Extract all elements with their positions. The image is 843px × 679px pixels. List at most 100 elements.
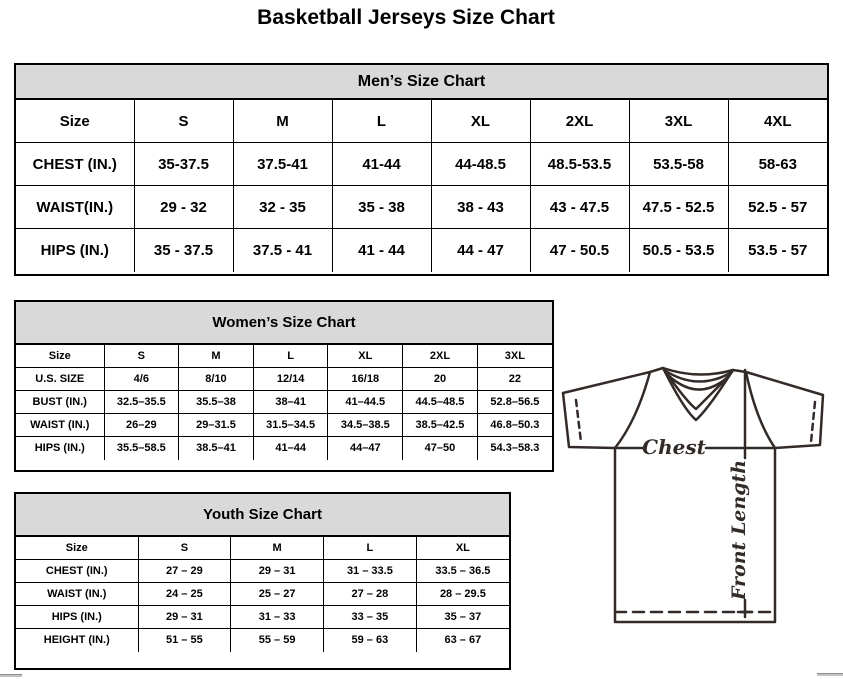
collar-back-arc-1: [662, 368, 734, 383]
row-label: WAIST (IN.): [16, 582, 139, 606]
table-row: HIPS (IN.) 35 - 37.5 37.5 - 41 41 - 44 44 - …: [16, 228, 827, 272]
cell-value: 16/18: [327, 367, 404, 391]
cell-value: 44-48.5: [430, 142, 531, 186]
cell-value: 38–41: [252, 390, 329, 414]
cell-value: 47.5 - 52.5: [628, 185, 729, 229]
cell-value: 35 - 37.5: [133, 228, 234, 272]
table-row: WAIST (IN.) 26–29 29–31.5 31.5–34.5 34.5–38.…: [16, 413, 552, 437]
cell-value: 35 – 37: [415, 605, 509, 629]
row-label: HEIGHT (IN.): [16, 628, 139, 652]
row-label: CHEST (IN.): [16, 142, 135, 186]
cutoff-fragment-right: [817, 673, 843, 676]
table-row: HIPS (IN.) 29 – 31 31 – 33 33 – 35 35 – 37: [16, 605, 509, 629]
row-label: WAIST(IN.): [16, 185, 135, 229]
cell-value: 20: [402, 367, 478, 391]
cell-value: 22: [476, 367, 552, 391]
youth-size-chart: Youth Size Chart Size S M L XL CHEST (IN.) 27 …: [14, 492, 511, 670]
header-row: Size S M L XL: [16, 536, 509, 560]
column-header: 2XL: [529, 99, 630, 143]
cell-value: 33 – 35: [323, 605, 417, 629]
row-label: HIPS (IN.): [16, 436, 105, 460]
cell-value: 59 – 63: [323, 628, 417, 652]
cell-value: 29 - 32: [133, 185, 234, 229]
cell-value: 27 – 28: [323, 582, 417, 606]
column-header: Size: [16, 536, 139, 560]
cell-value: 55 – 59: [230, 628, 324, 652]
cell-value: 31 – 33: [230, 605, 324, 629]
column-header: 3XL: [476, 344, 552, 368]
cell-value: 51 – 55: [137, 628, 232, 652]
left-armhole-seam: [613, 370, 652, 450]
left-cuff-stitch-line: [574, 398, 583, 444]
cell-value: 43 - 47.5: [529, 185, 630, 229]
column-header: 2XL: [402, 344, 478, 368]
table-row: BUST (IN.) 32.5–35.5 35.5–38 38–41 41–44.5 44…: [16, 390, 552, 414]
table-row: WAIST (IN.) 24 – 25 25 – 27 27 – 28 28 – 29.…: [16, 582, 509, 606]
cell-value: 47–50: [402, 436, 478, 460]
row-label: HIPS (IN.): [16, 605, 139, 629]
jersey-outline-drawing: Chest Front Length: [561, 366, 825, 624]
mens-chart-title: Men’s Size Chart: [16, 65, 827, 99]
cell-value: 44 - 47: [430, 228, 531, 272]
cell-value: 53.5 - 57: [727, 228, 827, 272]
youth-chart-title: Youth Size Chart: [16, 494, 509, 536]
cell-value: 34.5–38.5: [327, 413, 404, 437]
cell-value: 38.5–42.5: [402, 413, 478, 437]
vneck-inner-line: [665, 372, 731, 411]
column-header: 3XL: [628, 99, 729, 143]
cell-value: 35.5–38: [178, 390, 254, 414]
page-title: Basketball Jerseys Size Chart: [257, 6, 555, 29]
column-header: XL: [415, 536, 509, 560]
cell-value: 44–47: [327, 436, 404, 460]
cell-value: 12/14: [252, 367, 329, 391]
column-header: XL: [430, 99, 531, 143]
cell-value: 26–29: [103, 413, 180, 437]
table-row: WAIST(IN.) 29 - 32 32 - 35 35 - 38 38 - 43 43…: [16, 185, 827, 229]
womens-size-table: Size S M L XL 2XL 3XL U.S. SIZE 4/6 8/10 12/14 16/1…: [16, 344, 552, 460]
womens-size-chart: Women’s Size Chart Size S M L XL 2XL 3XL U.S. S…: [14, 300, 554, 472]
column-header: L: [331, 99, 432, 143]
cell-value: 41–44: [252, 436, 329, 460]
row-label: CHEST (IN.): [16, 559, 139, 583]
table-row: HEIGHT (IN.) 51 – 55 55 – 59 59 – 63 63 – 67: [16, 628, 509, 652]
cell-value: 44.5–48.5: [402, 390, 478, 414]
cell-value: 31.5–34.5: [252, 413, 329, 437]
cell-value: 31 – 33.5: [323, 559, 417, 583]
womens-chart-title: Women’s Size Chart: [16, 302, 552, 344]
row-label: U.S. SIZE: [16, 367, 105, 391]
cell-value: 8/10: [178, 367, 254, 391]
header-row: Size S M L XL 2XL 3XL: [16, 344, 552, 368]
column-header: M: [232, 99, 333, 143]
cell-value: 32.5–35.5: [103, 390, 180, 414]
column-header: XL: [327, 344, 404, 368]
cell-value: 52.8–56.5: [476, 390, 552, 414]
cell-value: 29 – 31: [137, 605, 232, 629]
column-header: 4XL: [727, 99, 827, 143]
cell-value: 50.5 - 53.5: [628, 228, 729, 272]
table-row: CHEST (IN.) 27 – 29 29 – 31 31 – 33.5 33.5 –…: [16, 559, 509, 583]
cell-value: 35.5–58.5: [103, 436, 180, 460]
cell-value: 35 - 38: [331, 185, 432, 229]
table-row: CHEST (IN.) 35-37.5 37.5-41 41-44 44-48.5 48.…: [16, 142, 827, 186]
column-header: M: [178, 344, 254, 368]
cell-value: 41–44.5: [327, 390, 404, 414]
jersey-measurement-diagram: Chest Front Length: [558, 358, 838, 630]
mens-size-table: Size S M L XL 2XL 3XL 4XL CHEST (IN.) 35-37.5 37.5…: [16, 99, 827, 272]
cell-value: 33.5 – 36.5: [415, 559, 509, 583]
cell-value: 63 – 67: [415, 628, 509, 652]
cell-value: 47 - 50.5: [529, 228, 630, 272]
cell-value: 38.5–41: [178, 436, 254, 460]
cell-value: 37.5 - 41: [232, 228, 333, 272]
mens-size-chart: Men’s Size Chart Size S M L XL 2XL 3XL 4XL CHEST…: [14, 63, 829, 276]
row-label: BUST (IN.): [16, 390, 105, 414]
cell-value: 37.5-41: [232, 142, 333, 186]
column-header: S: [137, 536, 232, 560]
cell-value: 25 – 27: [230, 582, 324, 606]
cell-value: 32 - 35: [232, 185, 333, 229]
column-header: Size: [16, 99, 135, 143]
cell-value: 41 - 44: [331, 228, 432, 272]
cell-value: 52.5 - 57: [727, 185, 827, 229]
column-header: Size: [16, 344, 105, 368]
header-row: Size S M L XL 2XL 3XL 4XL: [16, 99, 827, 143]
